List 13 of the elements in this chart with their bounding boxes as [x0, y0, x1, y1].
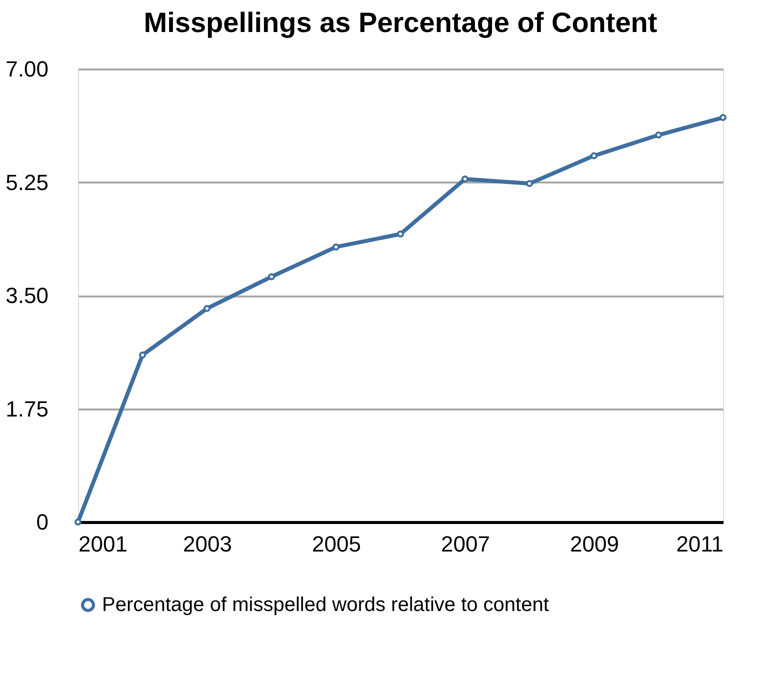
y-tick-label: 3.50 [6, 283, 48, 308]
x-tick-label: 2011 [676, 532, 724, 556]
chart-title: Misspellings as Percentage of Content [144, 7, 658, 38]
x-tick-label: 2009 [570, 532, 619, 556]
y-tick-label: 0 [36, 510, 48, 534]
legend-label: Percentage of misspelled words relative to content [102, 594, 550, 616]
y-tick-label: 5.25 [6, 170, 48, 195]
y-tick-label: 7.00 [6, 56, 48, 82]
x-tick-label: 2007 [441, 532, 490, 556]
x-tick-label: 2003 [183, 532, 232, 556]
x-tick-label: 2005 [312, 532, 361, 556]
x-tick-label: 2001 [78, 532, 128, 556]
y-tick-label: 1.75 [6, 396, 48, 422]
